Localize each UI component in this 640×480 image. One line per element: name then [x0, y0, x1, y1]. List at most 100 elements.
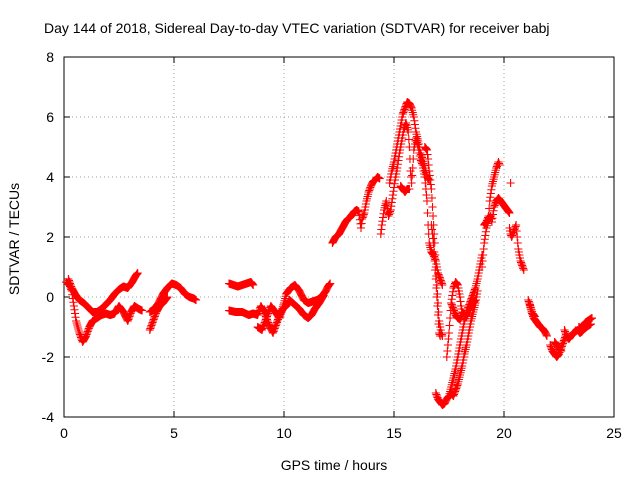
data-point [506, 178, 515, 188]
data-point [449, 304, 458, 314]
data-point [426, 175, 435, 185]
data-point [504, 207, 513, 216]
data-point [393, 163, 402, 173]
data-point [463, 337, 472, 347]
data-point [464, 307, 473, 317]
chart-title: Day 144 of 2018, Sidereal Day-to-day VTE… [44, 20, 550, 36]
data-point [444, 328, 454, 338]
data-point [387, 198, 396, 207]
data-point [404, 127, 413, 137]
data-point [429, 238, 438, 248]
data-point [416, 148, 425, 158]
data-point [361, 202, 370, 212]
data-point [474, 271, 483, 281]
data-point [495, 159, 504, 168]
y-tick-label: 4 [46, 169, 54, 185]
data-point [542, 331, 551, 341]
data-point [401, 120, 410, 129]
data-point [249, 280, 258, 290]
data-point [435, 273, 444, 282]
data-point [432, 283, 441, 293]
data-point [432, 292, 441, 302]
data-point [509, 228, 518, 237]
x-axis: 0 5 10 15 20 25 [60, 57, 622, 441]
data-point [262, 313, 271, 323]
data-point [430, 256, 439, 266]
x-tick-label: 0 [60, 425, 68, 441]
data-point [261, 316, 270, 326]
data-point [418, 153, 427, 162]
data-point [484, 213, 493, 222]
data-point [525, 300, 534, 309]
data-point [258, 324, 267, 333]
data-point [408, 171, 417, 180]
data-point [191, 295, 201, 305]
data-point [457, 312, 466, 321]
data-point [465, 322, 474, 332]
x-tick-label: 10 [276, 425, 292, 441]
data-point [408, 163, 417, 173]
data-point [437, 277, 446, 287]
data-point [484, 211, 493, 221]
data-point [407, 178, 416, 188]
data-point [379, 209, 388, 218]
data-point [464, 328, 473, 338]
data-point [432, 271, 441, 281]
data-point [443, 340, 452, 350]
data-point [422, 196, 432, 206]
data-point [512, 220, 521, 230]
x-tick-label: 5 [170, 425, 178, 441]
data-point [397, 118, 406, 128]
data-point [542, 330, 551, 339]
data-point [431, 265, 440, 275]
data-point [492, 163, 501, 173]
data-point [519, 265, 528, 275]
data-point [482, 217, 491, 227]
data-point [517, 259, 526, 269]
data-point [454, 346, 463, 356]
data-point [399, 106, 408, 116]
y-axis: -4 -2 0 2 4 6 8 [42, 49, 614, 425]
data-point [264, 309, 273, 318]
data-point [429, 211, 438, 221]
data-point [457, 331, 466, 341]
y-tick-label: 6 [46, 109, 54, 125]
data-point [431, 388, 440, 398]
x-axis-label: GPS time / hours [281, 457, 388, 473]
data-point [446, 313, 455, 323]
data-point [423, 208, 432, 218]
data-point [530, 312, 539, 321]
y-tick-label: -4 [42, 409, 55, 425]
data-point [473, 289, 482, 299]
data-point [357, 219, 366, 228]
data-point [458, 310, 467, 320]
data-point [325, 280, 334, 289]
data-point [443, 393, 452, 402]
data-point [423, 150, 432, 159]
data-point [394, 133, 403, 143]
data-point [326, 279, 335, 288]
data-point [424, 160, 433, 170]
data-point [427, 193, 436, 203]
data-point [486, 189, 495, 198]
data-point [358, 213, 367, 222]
data-point [490, 201, 499, 210]
data-point [427, 184, 436, 194]
data-point [394, 156, 403, 165]
data-point [470, 297, 479, 306]
data-point [354, 207, 363, 216]
data-point [377, 220, 386, 230]
data-point [478, 256, 487, 266]
data-point [436, 331, 445, 341]
data-point [473, 286, 482, 296]
data-point [391, 148, 400, 158]
data-point [393, 139, 402, 149]
data-point [385, 210, 394, 219]
data-point [451, 387, 460, 396]
data-point [514, 247, 523, 257]
data-point [409, 112, 418, 122]
data-point [452, 384, 461, 393]
data-point [485, 204, 494, 213]
